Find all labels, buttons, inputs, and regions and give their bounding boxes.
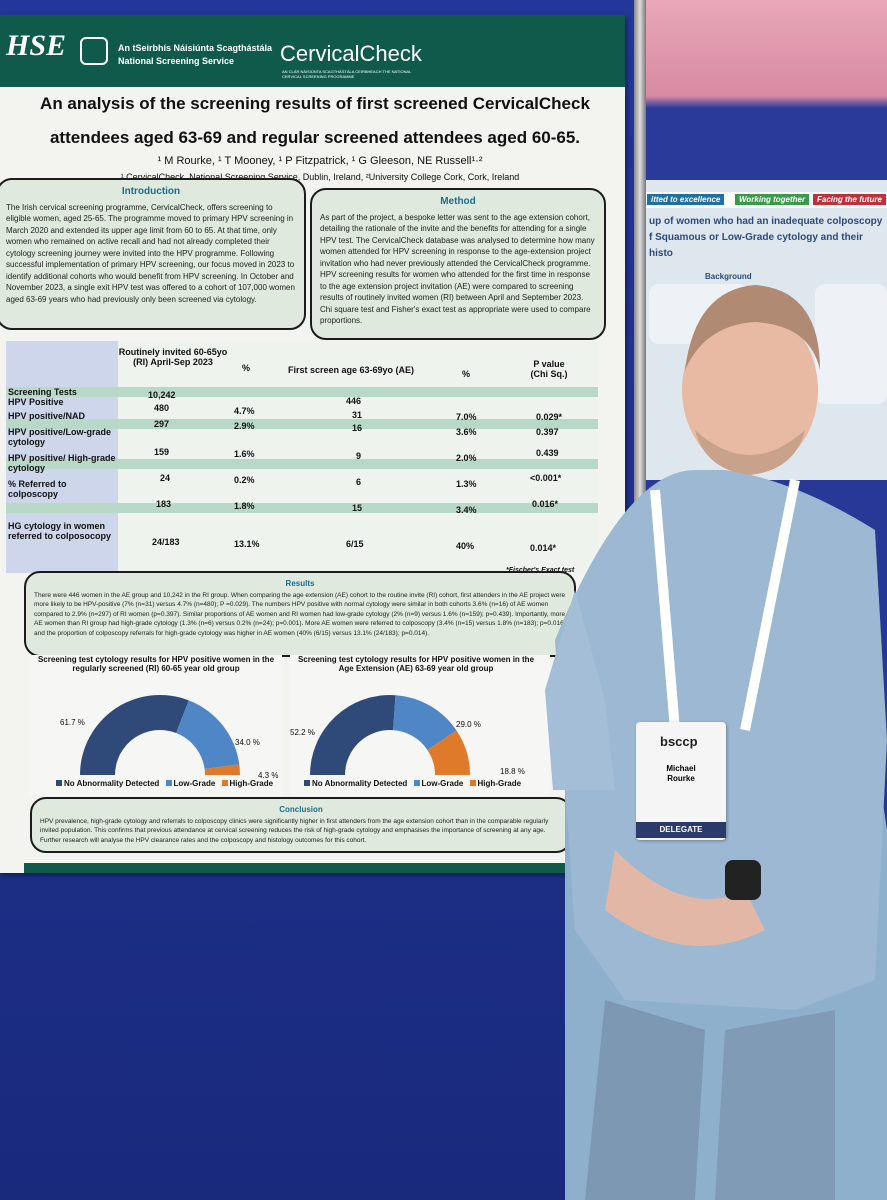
slice-high-grade [427,730,470,775]
poster-header: HSE An tSeirbhís Náisiúnta Scagthástála … [0,15,625,87]
slice-label: 4.3 % [258,771,278,780]
method-box: Method As part of the project, a bespoke… [310,188,606,340]
table-header-pvalue: P value (Chi Sq.) [530,359,568,379]
slice-low-grade [176,700,240,769]
badge-role: DELEGATE [636,822,726,838]
cervicalcheck-logo: CervicalCheck [280,41,422,66]
neighbor-tag-1: itted to excellence [647,194,725,205]
affiliation: ¹ CervicalCheck, National Screening Serv… [120,172,520,182]
nss-line2: National Screening Service [118,56,235,66]
method-text: As part of the project, a bespoke letter… [320,212,595,326]
hse-logo: HSE [6,29,67,62]
research-poster: HSE An tSeirbhís Náisiúnta Scagthástála … [0,15,625,873]
chart-ri-legend: No Abnormality Detected Low-Grade High-G… [52,779,273,788]
slice-label: 52.2 % [290,728,315,737]
introduction-box: Introduction The Irish cervical screenin… [0,178,306,330]
chart-ri-title: Screening test cytology results for HPV … [37,655,275,673]
neighbor-poster: itted to excellence Working together Fac… [645,180,887,480]
table-header-ae-pct: % [462,369,471,379]
slice-label: 61.7 % [60,718,85,727]
neighbor-tag-3: Facing the future [813,194,886,205]
conclusion-text: HPV prevalence, high-grade cytology and … [40,817,549,844]
slice-label: 18.8 % [500,767,525,776]
delegate-badge: bsccp Michael Rourke DELEGATE [636,722,726,840]
conclusion-box: Conclusion HPV prevalence, high-grade cy… [30,797,572,853]
table-header-ae: First screen age 63-69yo (AE) [288,365,415,375]
slice-no-abnormality-detected [310,695,396,775]
table-footnote: *Fischer's Exact test [506,567,574,574]
pie-chart-ae: Screening test cytology results for HPV … [290,655,550,795]
results-box: Results There were 446 women in the AE g… [24,571,576,657]
pie-chart-ri: Screening test cytology results for HPV … [30,655,282,795]
badge-name-last: Rourke [667,774,695,783]
slice-no-abnormality-detected [80,695,189,775]
chart-ae-title: Screening test cytology results for HPV … [297,655,535,673]
nss-line1: An tSeirbhís Náisiúnta Scagthástála [118,43,273,53]
neighbor-background-heading: Background [705,272,752,281]
introduction-text: The Irish cervical screening programme, … [6,202,295,304]
conclusion-heading: Conclusion [279,805,323,814]
chart-ri-svg: 61.7 % 34.0 % 4.3 % [60,695,278,780]
results-table: Routinely invited 60-65yo (RI) April-Sep… [6,341,598,574]
chart-ae-legend: No Abnormality Detected Low-Grade High-G… [300,779,521,788]
nss-icon [80,37,108,65]
results-heading: Results [285,579,315,588]
introduction-heading: Introduction [121,186,181,197]
authors: ¹ M Rourke, ¹ T Mooney, ¹ P Fitzpatrick,… [157,155,483,167]
poster-title: An analysis of the screening results of … [40,94,590,147]
neighbor-tag-2: Working together [735,194,810,205]
table-header-ri: Routinely invited 60-65yo (RI) April-Sep… [118,347,228,367]
chart-ae-svg: 52.2 % 29.0 % 18.8 % [290,695,525,776]
table-header-ri-pct: % [242,363,251,373]
cervicalcheck-subtitle: AN CLÁR NÁISIÚNTA SCAGTHÁSTÁLA CEIRBHEAC… [282,69,412,79]
neighbor-title: up of women who had an inadequate colpos… [649,216,883,259]
results-text: There were 446 women in the AE group and… [34,591,566,637]
slice-low-grade [393,695,457,750]
slice-high-grade [204,764,240,775]
method-heading: Method [440,196,476,207]
slice-label: 29.0 % [456,720,481,729]
slice-label: 34.0 % [235,738,260,747]
badge-name-first: Michael [666,764,696,773]
badge-org: bsccp [660,734,698,749]
